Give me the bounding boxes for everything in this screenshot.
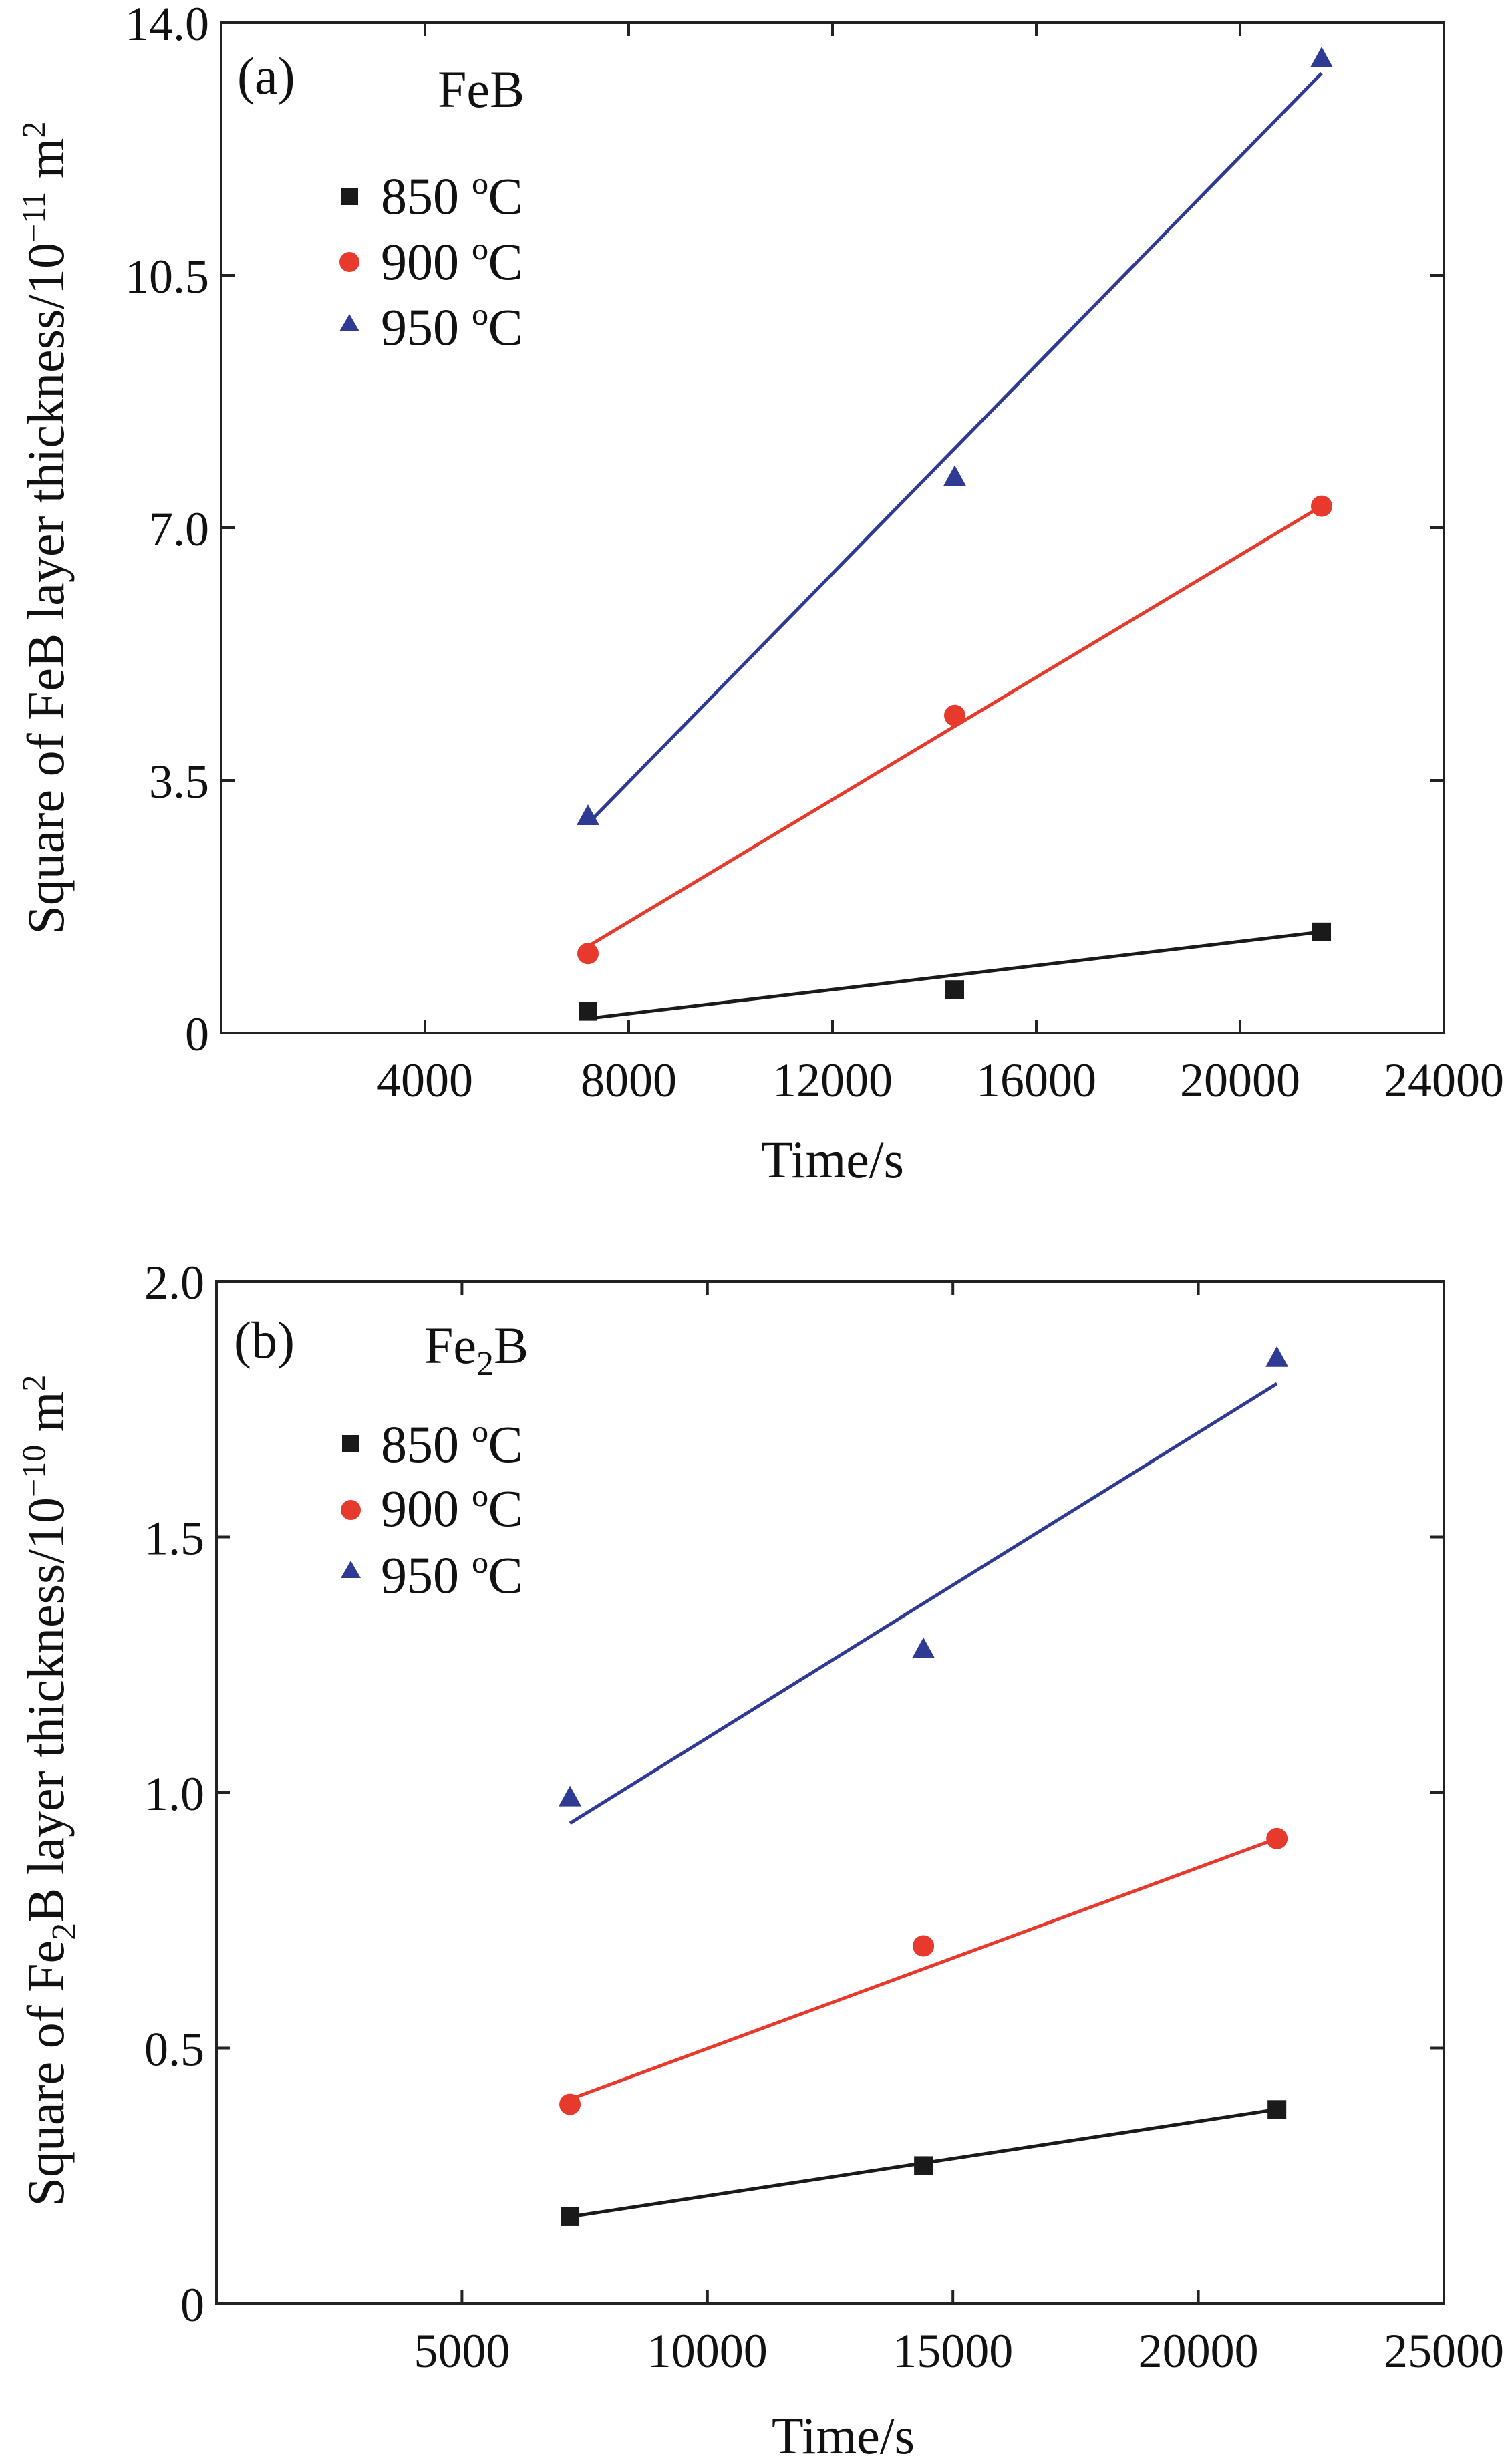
legend-label-950-b: 950 ºC: [381, 1546, 523, 1604]
data-point-950-c-a: [577, 804, 599, 825]
legend-label-850-a: 850 ºC: [381, 167, 523, 225]
fit-line-900-c-a: [587, 504, 1323, 948]
data-point-950-c-b: [559, 1785, 582, 1807]
y-axis-exponent-b: −10: [15, 1445, 52, 1497]
legend-a: 850 ºC 900 ºC 950 ºC: [339, 167, 523, 356]
y-tick-label-a: 3.5: [149, 755, 209, 808]
y-tick-label-b: 1.5: [144, 1512, 204, 1565]
legend-triangle-marker-a: [339, 314, 359, 331]
legend-item-900-a: 900 ºC: [339, 233, 523, 291]
legend-label-900-b: 900 ºC: [381, 1479, 523, 1537]
series-layer-a: [577, 47, 1333, 1021]
data-point-850-c-b: [914, 2156, 933, 2175]
y-axis-title-b: Square of Fe2B layer thickness/10−10 m2: [15, 1375, 84, 2207]
data-point-900-c-a: [944, 704, 965, 726]
x-tick-label-b: 25000: [1384, 2324, 1504, 2378]
y-tick-label-b: 0: [180, 2278, 204, 2332]
x-tick-label-b: 5000: [414, 2324, 510, 2378]
y-tick-label-b: 2.0: [144, 1256, 204, 1310]
legend-triangle-marker-b: [341, 1561, 361, 1578]
x-tick-label-b: 15000: [893, 2324, 1013, 2378]
y-axis-title-text-b: Square of Fe: [17, 1940, 75, 2207]
x-ticks-a: 4000 8000 12000 16000 20000 24000: [377, 23, 1504, 1107]
legend-label-850-b: 850 ºC: [381, 1415, 523, 1473]
data-point-900-c-a: [1311, 495, 1332, 517]
series-layer-b: [559, 1346, 1289, 2226]
compound-label-b-sub: 2: [476, 1345, 494, 1383]
panel-b-fe2b-chart: 5000 10000 15000 20000 25000 0 0.5 1.0 1.5 2.0 (…: [15, 1256, 1504, 2462]
y-ticks-a: 0 3.5 7.0 10.5 14.0: [125, 0, 1444, 1061]
data-point-850-c-a: [579, 1002, 597, 1021]
y-tick-label-a: 10.5: [125, 250, 209, 303]
y-axis-title-a: Square of FeB layer thickness/10−11 m2: [15, 122, 75, 935]
data-point-950-c-a: [1310, 47, 1333, 67]
fit-line-900-c-b: [569, 1837, 1278, 2101]
legend-item-950-b: 950 ºC: [341, 1546, 523, 1604]
y-tick-label-b: 1.0: [144, 1767, 204, 1821]
y-axis-unit-exponent-a: 2: [15, 122, 52, 138]
legend-circle-marker-a: [339, 252, 359, 272]
x-axis-title-b: Time/s: [772, 2407, 915, 2462]
x-tick-label-a: 20000: [1180, 1054, 1300, 1107]
panel-tag-a: (a): [237, 47, 295, 105]
legend-item-950-a: 950 ºC: [339, 298, 523, 356]
legend-item-850-a: 850 ºC: [341, 167, 523, 225]
y-tick-label-b: 0.5: [144, 2023, 204, 2076]
data-point-850-c-a: [945, 980, 964, 999]
data-point-850-c-a: [1312, 922, 1331, 941]
data-point-950-c-b: [1265, 1346, 1289, 1367]
data-point-900-c-b: [559, 2093, 581, 2115]
x-tick-label-a: 24000: [1384, 1054, 1504, 1107]
data-point-850-c-b: [561, 2207, 580, 2226]
x-ticks-b: 5000 10000 15000 20000 25000: [414, 1281, 1504, 2378]
data-point-900-c-a: [577, 943, 599, 965]
legend-item-850-b: 850 ºC: [342, 1415, 523, 1473]
data-point-900-c-b: [913, 1935, 935, 1957]
x-tick-label-b: 20000: [1139, 2324, 1259, 2378]
fit-line-950-c-b: [569, 1382, 1278, 1825]
y-axis-title-sub-b: 2: [45, 1923, 84, 1940]
y-axis-unit-a: m: [17, 138, 75, 179]
y-axis-exponent-a: −11: [15, 192, 52, 243]
y-axis-unit-exponent-b: 2: [15, 1375, 52, 1392]
legend-circle-marker-b: [341, 1500, 361, 1520]
legend-square-marker-a: [341, 188, 358, 205]
x-tick-label-a: 12000: [772, 1054, 893, 1107]
x-tick-label-b: 10000: [647, 2324, 768, 2378]
legend-label-900-a: 900 ºC: [381, 233, 523, 291]
y-tick-label-a: 7.0: [149, 502, 209, 556]
compound-label-b-fe: Fe: [424, 1316, 476, 1374]
y-tick-label-a: 14.0: [125, 0, 209, 51]
fit-line-950-c-a: [587, 71, 1323, 825]
compound-label-a: FeB: [438, 60, 524, 118]
panel-tag-b: (b): [234, 1311, 295, 1369]
y-axis-title-tail-b: B layer thickness/10: [17, 1497, 75, 1923]
y-ticks-b: 0 0.5 1.0 1.5 2.0: [144, 1256, 1444, 2332]
y-axis-title-text-a: Square of FeB layer thickness/10: [17, 243, 75, 934]
fit-line-850-c-a: [587, 930, 1322, 1020]
legend-label-950-a: 950 ºC: [381, 298, 523, 356]
data-point-900-c-b: [1266, 1827, 1288, 1849]
data-point-950-c-a: [943, 465, 966, 486]
compound-label-b: Fe2B: [424, 1316, 528, 1383]
data-point-950-c-b: [912, 1637, 935, 1658]
data-point-850-c-b: [1267, 2100, 1287, 2119]
compound-label-b-tail: B: [494, 1316, 528, 1374]
x-tick-label-a: 16000: [976, 1054, 1096, 1107]
panel-a-feb-chart: 4000 8000 12000 16000 20000 24000 0 3.5 7.0 10.5…: [15, 0, 1504, 1189]
x-axis-title-a: Time/s: [761, 1130, 904, 1189]
x-tick-label-a: 4000: [377, 1054, 473, 1107]
y-tick-label-a: 0: [185, 1008, 209, 1061]
x-tick-label-a: 8000: [581, 1054, 677, 1107]
y-axis-unit-b: m: [17, 1392, 75, 1432]
legend-b: 850 ºC 900 ºC 950 ºC: [341, 1415, 523, 1604]
legend-item-900-b: 900 ºC: [341, 1479, 523, 1537]
legend-square-marker-b: [342, 1435, 359, 1452]
